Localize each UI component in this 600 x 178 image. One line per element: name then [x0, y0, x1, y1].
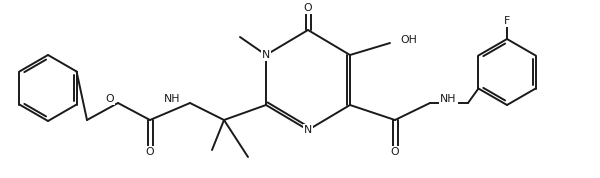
- Text: N: N: [262, 50, 270, 60]
- Text: O: O: [146, 147, 154, 157]
- Text: O: O: [391, 147, 400, 157]
- Text: O: O: [304, 3, 313, 13]
- Text: O: O: [106, 94, 115, 104]
- Text: F: F: [504, 16, 510, 26]
- Text: NH: NH: [440, 94, 457, 104]
- Text: N: N: [304, 125, 312, 135]
- Text: OH: OH: [400, 35, 417, 45]
- Text: NH: NH: [163, 94, 180, 104]
